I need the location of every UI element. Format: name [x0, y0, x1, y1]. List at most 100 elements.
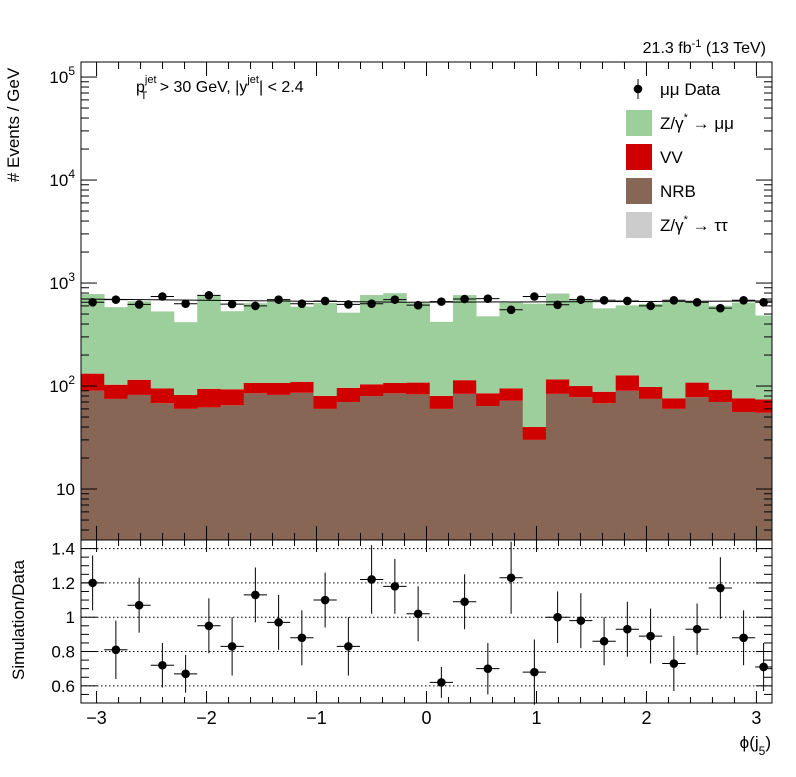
bar-nrb-10 [313, 408, 338, 540]
ratio-point-7 [243, 567, 267, 623]
ratio-point-25 [662, 636, 686, 691]
data-point-16 [452, 294, 477, 304]
bar-vv-27 [708, 389, 733, 402]
bar-nrb-17 [476, 406, 500, 540]
legend-item-1: Z/γ* → μμ [626, 110, 734, 136]
bar-nrb-2 [127, 394, 152, 540]
ratio-y-tick-label-4: 1.4 [51, 540, 75, 559]
ratio-point-29 [755, 642, 772, 691]
x-axis-label: ϕ(j5) [740, 733, 771, 758]
bar-z--10 [313, 303, 338, 397]
bar-vv-1 [104, 384, 128, 399]
legend-label: Z/γ* → ττ [660, 214, 728, 235]
bar-z--16 [452, 295, 477, 381]
ratio-point-3 [150, 642, 174, 688]
x-tick-label-0: −3 [86, 708, 107, 728]
data-points [81, 291, 772, 315]
x-tick-label-4: 1 [531, 708, 541, 728]
data-point-9 [290, 299, 314, 309]
bar-vv-14 [406, 382, 431, 395]
bar-z--12 [359, 295, 384, 385]
data-point-29 [755, 298, 772, 307]
data-point-11 [336, 300, 360, 309]
bar-z--20 [545, 293, 570, 294]
bar-vv-23 [615, 375, 640, 391]
bar-z--24 [638, 303, 663, 387]
bar-vv-15 [429, 396, 454, 409]
bar-vv-7 [243, 383, 268, 394]
data-point-4 [173, 299, 198, 309]
ratio-point-1 [104, 620, 128, 679]
ratio-point-11 [336, 617, 360, 676]
bar-nrb-4 [174, 408, 198, 540]
legend-label: VV [660, 148, 683, 167]
ratio-point-10 [313, 572, 337, 628]
bar-z--1 [104, 307, 128, 385]
ratio-point-13 [383, 558, 407, 614]
bar-vv-18 [499, 388, 524, 401]
bar-z--14 [406, 303, 431, 383]
lumi-label: 21.3 fb-1 (13 TeV) [643, 38, 766, 57]
main-y-axis-label: # Events / GeV [4, 67, 23, 182]
ratio-grid [81, 548, 772, 687]
bar-z--27 [708, 305, 733, 390]
ratio-point-22 [592, 617, 616, 666]
bar-vv-0 [81, 373, 105, 391]
bar-nrb-28 [731, 411, 756, 540]
data-point-23 [615, 296, 639, 306]
bar-vv-10 [313, 396, 338, 409]
ratio-point-6 [220, 617, 244, 676]
bar-nrb-8 [266, 394, 291, 540]
bar-vv-28 [731, 398, 756, 412]
stacked-bars [81, 293, 773, 540]
ratio-point-27 [708, 557, 732, 619]
bar-nrb-22 [592, 403, 617, 540]
legend-swatch [626, 178, 652, 204]
bar-z--7 [243, 303, 268, 384]
ratio-point-2 [127, 577, 151, 633]
bar-vv-21 [569, 386, 593, 398]
main-axes: 10 102 103 104 105 [49, 62, 772, 540]
bar-nrb-3 [150, 403, 175, 540]
bar-vv-8 [266, 383, 291, 395]
bar-vv-11 [336, 387, 361, 402]
bar-z--21 [569, 299, 593, 387]
bar-nrb-21 [569, 397, 593, 540]
legend-swatch [626, 212, 652, 238]
ratio-panel: 0.60.811.21.4−3 −2 −1 0 1 2 3 Simulation/Data … [9, 539, 773, 758]
bar-nrb-18 [499, 400, 524, 540]
bar-nrb-16 [452, 393, 477, 540]
legend-item-4: Z/γ* → ττ [626, 212, 728, 238]
ratio-point-14 [406, 586, 430, 642]
bar-z--5 [197, 295, 221, 389]
bar-nrb-12 [359, 396, 384, 540]
bar-vv-29 [755, 399, 773, 413]
bar-vv-16 [452, 380, 477, 394]
data-point-1 [104, 295, 128, 304]
bar-vv-17 [476, 393, 500, 406]
legend-item-0: μμ Data [633, 79, 721, 99]
data-point-13 [383, 295, 407, 304]
data-point-5 [197, 291, 221, 300]
y-tick-label-0: 10 [56, 480, 75, 499]
ratio-points [81, 541, 772, 705]
ratio-point-18 [499, 541, 523, 614]
bar-nrb-24 [638, 398, 663, 540]
bar-nrb-7 [243, 393, 268, 540]
data-point-19 [522, 292, 546, 301]
bar-z--2 [127, 301, 152, 380]
bar-nrb-27 [708, 401, 733, 540]
ratio-point-8 [266, 594, 291, 650]
bar-nrb-23 [615, 390, 640, 540]
bar-vv-26 [685, 382, 710, 398]
bar-nrb-26 [685, 397, 710, 540]
bar-vv-24 [638, 386, 663, 399]
bar-nrb-5 [197, 407, 221, 540]
bar-vv-4 [174, 394, 198, 409]
bar-nrb-13 [383, 393, 407, 540]
ratio-point-23 [615, 601, 639, 657]
bar-nrb-25 [662, 408, 686, 540]
total-mc-line [80, 298, 773, 303]
